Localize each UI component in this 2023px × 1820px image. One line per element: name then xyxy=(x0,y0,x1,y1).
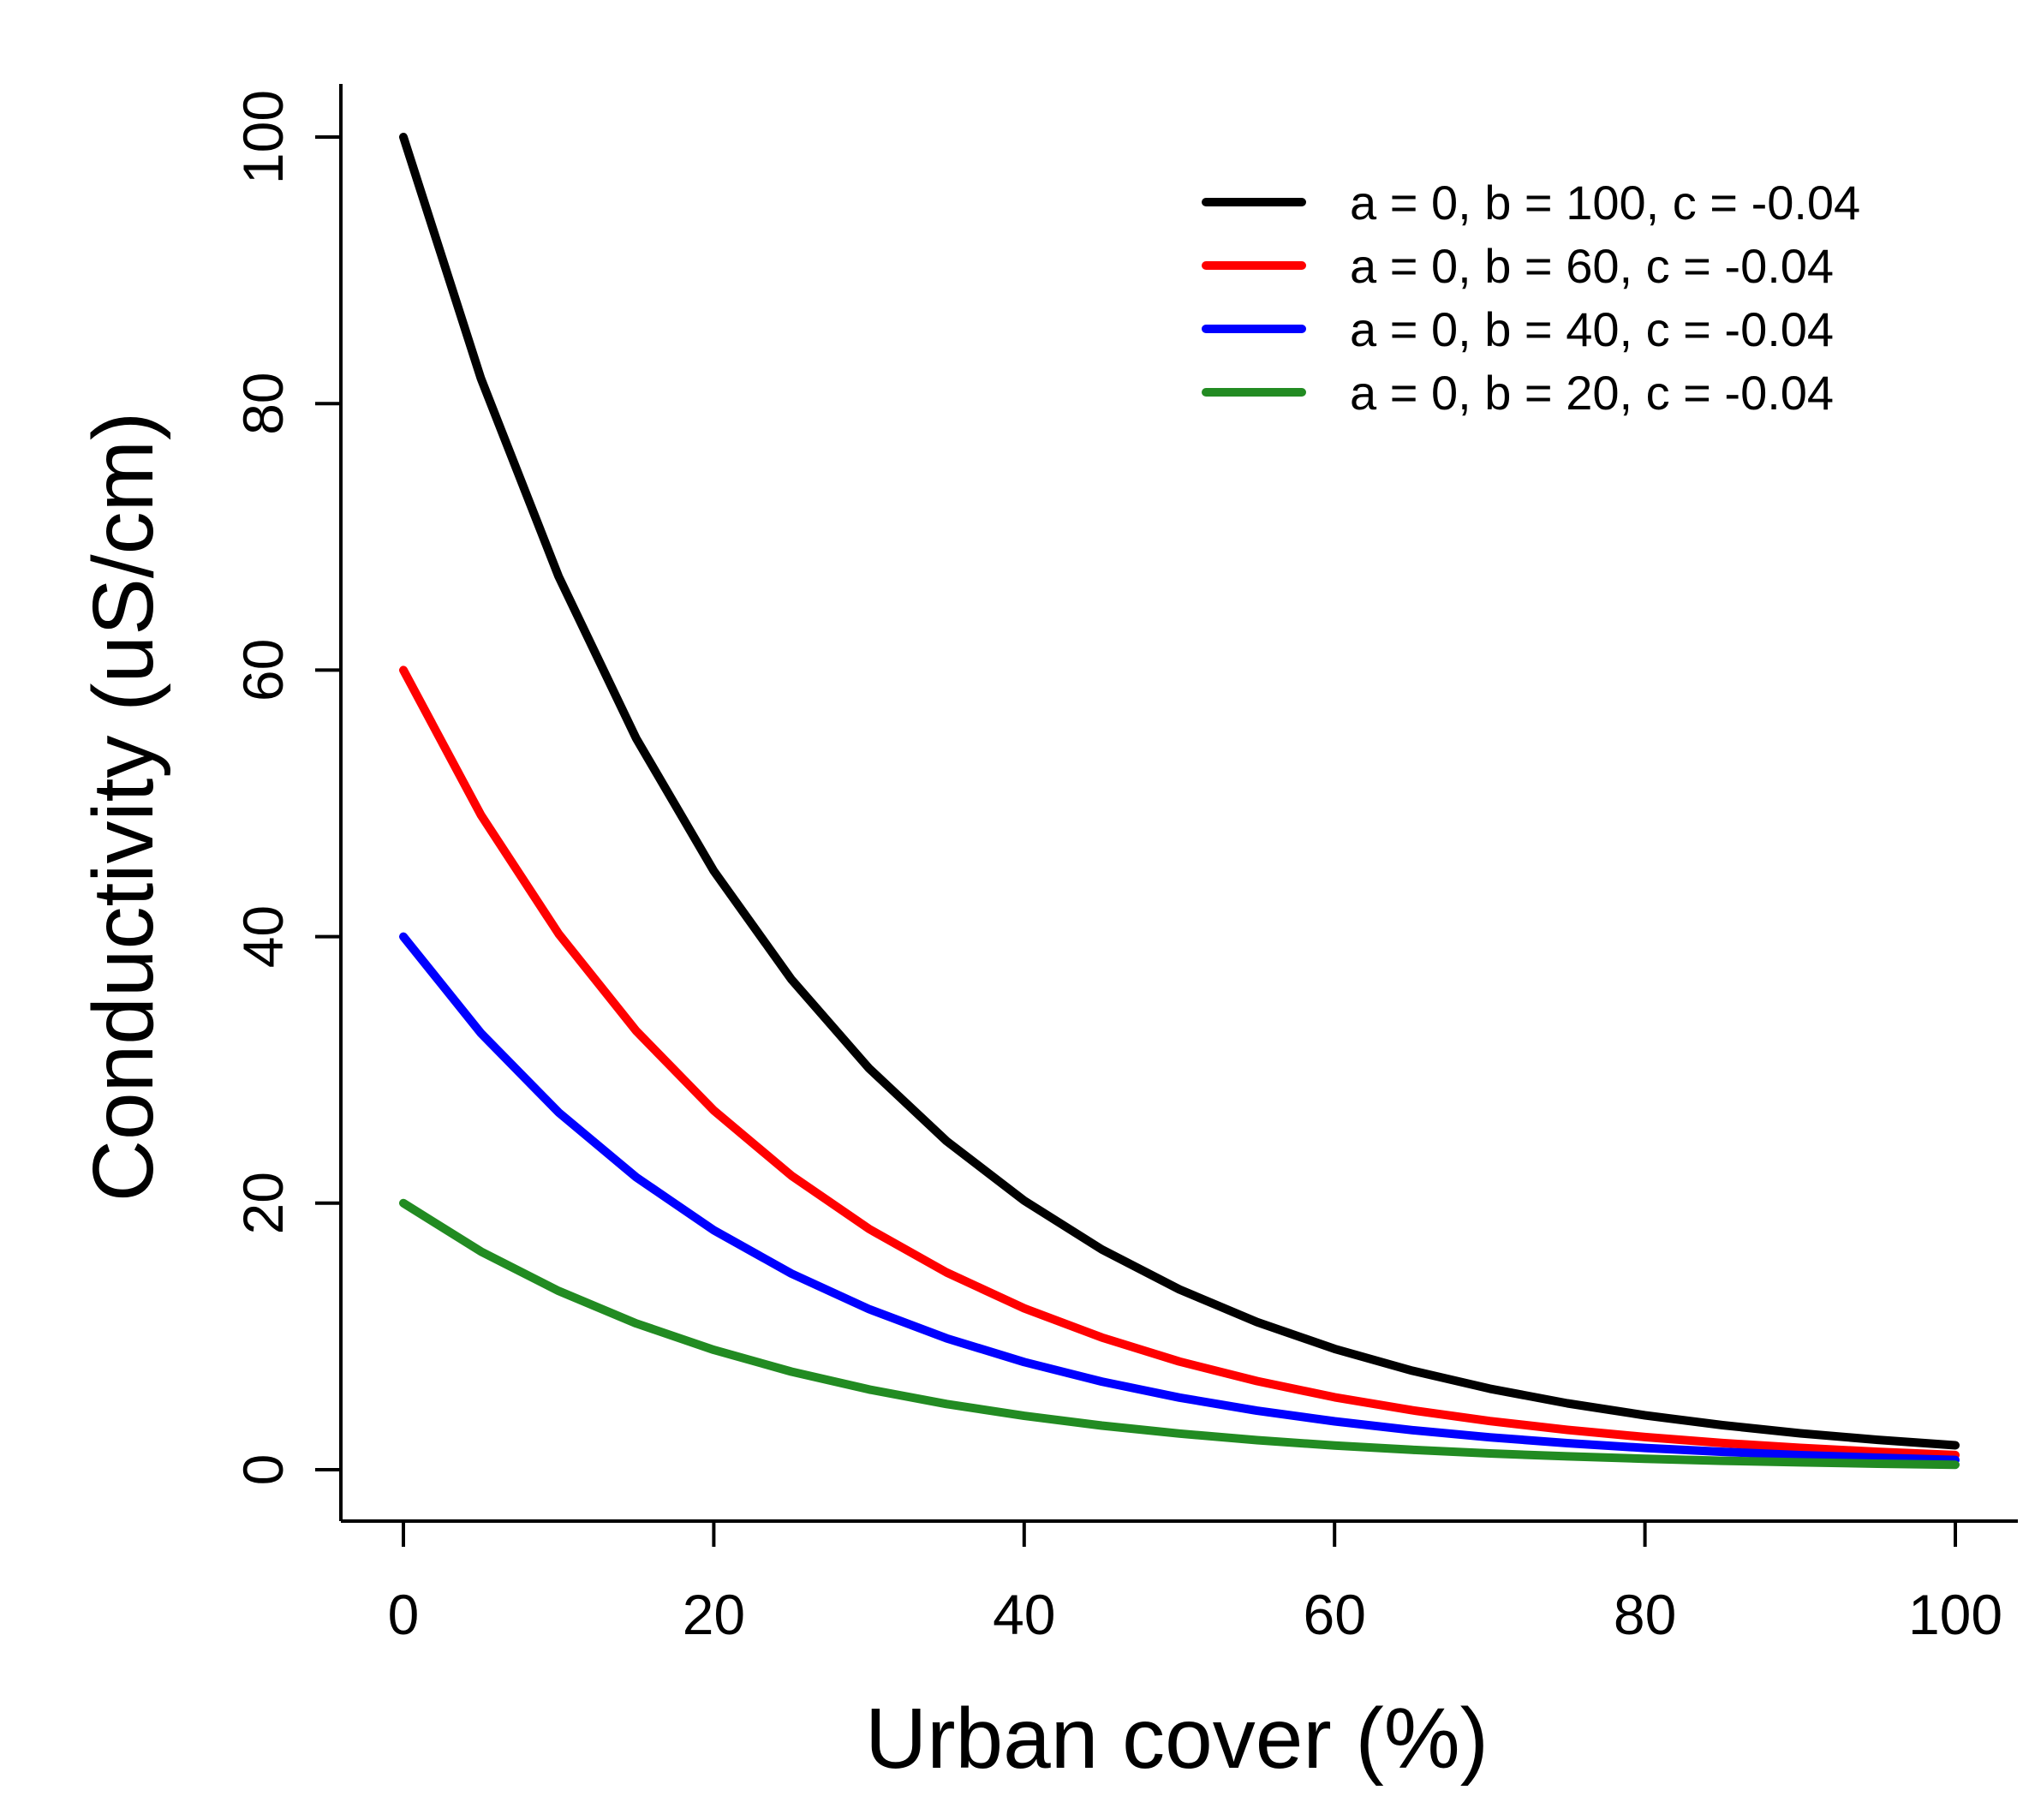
series-line-3 xyxy=(403,937,1955,1460)
legend-label-1: a = 0, b = 100, c = -0.04 xyxy=(1350,176,1860,230)
legend-label-3: a = 0, b = 40, c = -0.04 xyxy=(1350,302,1834,356)
legend-label-4: a = 0, b = 20, c = -0.04 xyxy=(1350,366,1834,420)
legend: a = 0, b = 100, c = -0.04 a = 0, b = 60, … xyxy=(1206,176,1860,420)
x-tick-label: 60 xyxy=(1303,1583,1365,1646)
y-tick-label: 40 xyxy=(231,905,295,968)
x-tick-label: 80 xyxy=(1614,1583,1676,1646)
y-tick-label: 0 xyxy=(231,1454,295,1486)
x-tick-label: 0 xyxy=(388,1583,420,1646)
y-tick-label: 80 xyxy=(231,372,295,434)
y-tick-label: 60 xyxy=(231,639,295,701)
y-tick-label: 20 xyxy=(231,1172,295,1234)
y-axis-title: Conductivity (uS/cm) xyxy=(75,412,171,1202)
x-tick-label: 20 xyxy=(683,1583,745,1646)
y-tick-label: 100 xyxy=(231,90,295,184)
series-line-2 xyxy=(403,670,1955,1455)
x-axis-title: Urban cover (%) xyxy=(865,1691,1489,1787)
x-tick-label: 100 xyxy=(1908,1583,2002,1646)
x-tick-label: 40 xyxy=(993,1583,1055,1646)
legend-label-2: a = 0, b = 60, c = -0.04 xyxy=(1350,239,1834,293)
